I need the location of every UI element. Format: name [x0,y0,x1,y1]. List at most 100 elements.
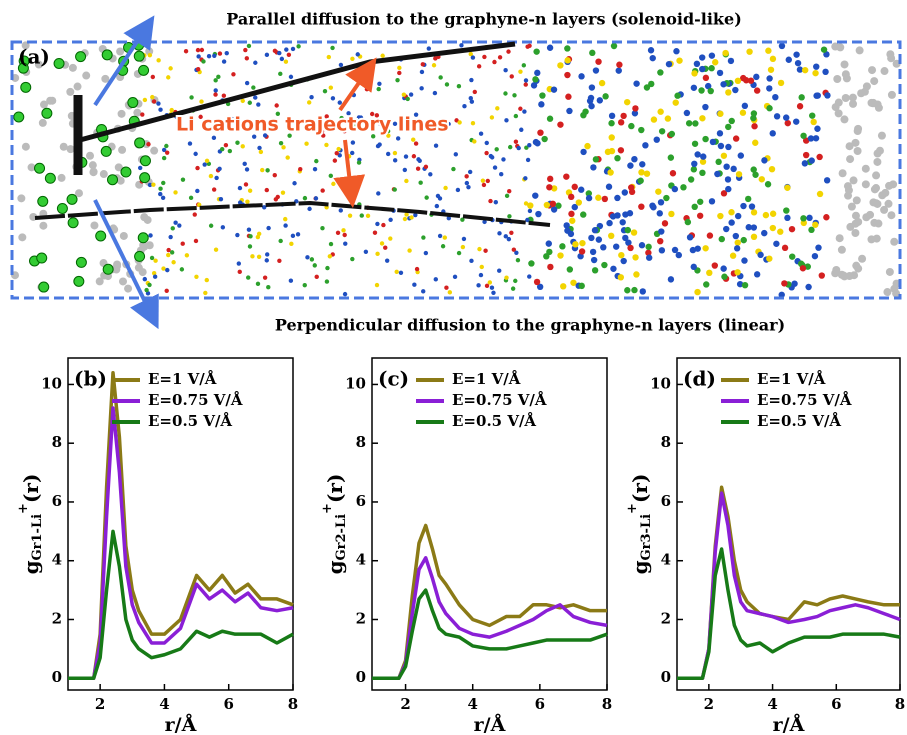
ion [723,225,730,233]
ion [180,241,185,246]
ion [745,224,752,231]
ion [546,115,554,122]
ion [503,68,508,73]
ion [255,234,261,240]
ion [151,99,157,104]
ion [489,285,495,290]
ion [472,89,478,95]
ion [823,177,831,184]
graphene-atom [832,266,841,275]
ion [740,236,747,244]
ion [244,80,250,86]
ion [307,206,312,212]
graphene-atom [861,164,870,173]
ion [525,157,531,163]
graphene-atom [118,145,127,154]
ion [665,60,673,68]
ion [164,288,169,293]
ion [580,211,587,218]
ion [653,136,660,143]
ion [784,119,791,127]
ion [506,49,511,54]
ion [147,282,152,288]
ion [527,202,534,209]
ion [528,260,535,267]
graphene-atom [851,138,860,147]
ion [466,184,471,190]
ion [784,214,791,222]
ion [563,222,570,229]
ion [397,70,402,76]
graphene-atom [846,155,855,164]
ion [588,234,595,242]
graphene-atom [90,221,99,230]
graphene-atom [837,245,846,254]
ion [736,280,744,288]
ion [798,94,805,101]
x-tick-label: 8 [602,695,612,713]
ion [564,227,571,234]
x-tick-label: 4 [767,695,777,713]
ion [694,151,701,158]
ion [658,247,666,254]
ion [287,133,292,138]
ion [823,214,830,221]
x-tick-label: 6 [831,695,841,713]
ion [218,125,223,130]
ion [290,233,296,239]
line [372,588,608,680]
ion [618,251,625,259]
ion [667,154,675,161]
ion [796,103,804,110]
graphene-atom [46,96,55,105]
graphene-atom [133,108,142,117]
ion [247,100,252,105]
ion [685,120,693,127]
ion [460,217,465,222]
ion [265,252,270,257]
y-axis-label-part: + [16,503,31,514]
ion [571,183,578,191]
graphene-atom [840,60,849,69]
ion [748,203,756,210]
panel-label: (d) [683,367,716,391]
ion [281,145,286,150]
bottom-caption: Perpendicular diffusion to the graphyne-… [275,316,785,335]
ion [479,264,484,270]
ion [484,150,489,156]
snapshot [11,39,901,298]
ion [497,231,502,236]
ion [783,114,790,121]
ion [671,185,679,193]
ion [510,286,516,291]
ion [455,187,461,193]
ion [696,212,704,219]
ion [415,166,421,171]
ion [571,203,578,211]
ion [557,252,564,259]
ion [513,139,519,144]
ion [725,123,732,131]
graphene-atom [57,173,66,182]
x-axis-label: r/Å [165,713,197,735]
trajectory-perpendicular [34,200,551,227]
ion [280,190,286,195]
ion [433,277,438,282]
ion [707,87,714,95]
graphene-atom [150,146,159,155]
x-axis-label: r/Å [773,713,805,735]
y-tick-label: 0 [356,668,366,686]
ion [173,190,178,195]
graphene-atom [873,157,882,166]
ion [534,69,541,77]
ion [523,176,528,181]
ion [507,188,512,194]
ion [356,160,362,165]
ion [709,138,717,146]
graphene-atom [840,115,849,124]
ion [507,214,512,219]
ion [277,258,282,263]
graphene-atom [853,127,862,136]
ion [728,209,735,216]
